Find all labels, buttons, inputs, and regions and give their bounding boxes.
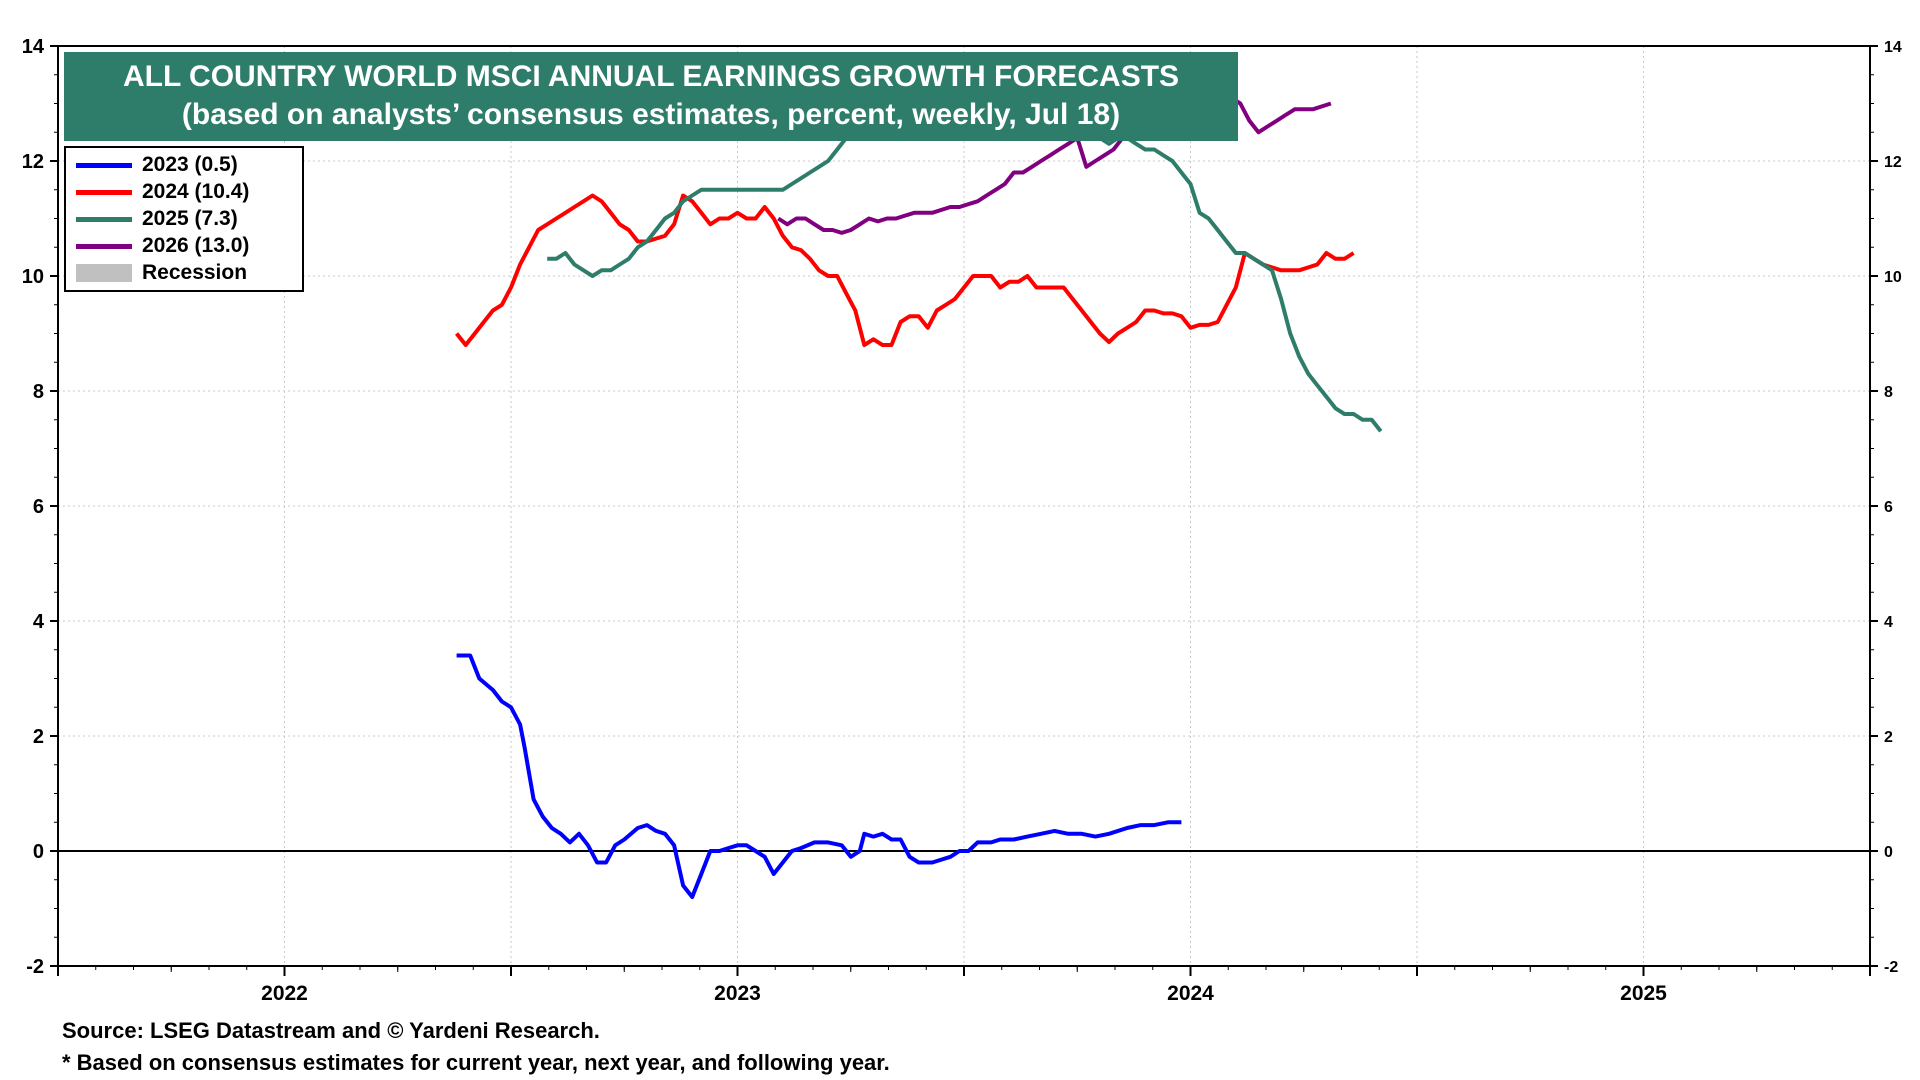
y-tick-label-right: 14 <box>1884 39 1902 56</box>
legend-swatch-2024 <box>76 189 132 195</box>
legend-item-2024: 2024 (10.4) <box>76 179 249 205</box>
y-tick-label-right: 8 <box>1884 384 1893 401</box>
y-tick-label-right: 2 <box>1884 729 1893 746</box>
legend-item-2025: 2025 (7.3) <box>76 206 238 232</box>
y-tick-label-right: 12 <box>1884 154 1902 171</box>
y-tick-label-left: 10 <box>22 266 44 288</box>
chart-title: ALL COUNTRY WORLD MSCI ANNUAL EARNINGS G… <box>122 60 1180 93</box>
grid-layer <box>58 46 1870 966</box>
legend-item-recession: Recession <box>76 260 247 286</box>
y-tick-label-left: 4 <box>33 611 45 633</box>
legend-label-2023: 2023 (0.5) <box>142 153 238 176</box>
legend-swatch-2026 <box>76 243 132 249</box>
y-tick-label-left: 8 <box>33 381 44 403</box>
chart-title-box: ALL COUNTRY WORLD MSCI ANNUAL EARNINGS G… <box>64 52 1238 141</box>
legend-label-2025: 2025 (7.3) <box>142 207 238 230</box>
legend-label-recession: Recession <box>142 261 248 284</box>
x-tick-label: 2025 <box>1620 982 1667 1005</box>
x-tick-label: 2024 <box>1167 982 1214 1005</box>
legend-label-2024: 2024 (10.4) <box>142 180 250 203</box>
y-tick-label-left: 6 <box>33 496 44 518</box>
y-tick-label-left: 14 <box>22 36 45 58</box>
plot-frame <box>57 45 1871 967</box>
legend-item-2026: 2026 (13.0) <box>76 233 249 259</box>
x-tick-label: 2022 <box>261 982 308 1005</box>
y-tick-label-right: 0 <box>1884 844 1893 861</box>
y-tick-label-right: 10 <box>1884 269 1902 286</box>
legend-swatch-2023 <box>76 162 132 168</box>
footnote: * Based on consensus estimates for curre… <box>62 1050 890 1075</box>
series-line-2026 <box>777 87 1332 235</box>
legend-item-2023: 2023 (0.5) <box>76 152 238 178</box>
y-tick-label-right: -2 <box>1884 959 1898 976</box>
legend-swatch-2025 <box>76 216 132 222</box>
y-tick-label-left: 12 <box>22 151 44 173</box>
series-line-2023 <box>456 653 1182 899</box>
series-layer <box>455 67 1383 899</box>
series-line-2024 <box>455 193 1355 347</box>
source-note: Source: LSEG Datastream and © Yardeni Re… <box>62 1018 600 1043</box>
legend-swatch-recession <box>76 264 132 282</box>
x-tick-label: 2023 <box>714 982 761 1005</box>
y-tick-label-left: 2 <box>33 726 44 748</box>
y-tick-label-left: 0 <box>33 841 44 863</box>
y-tick-label-right: 4 <box>1884 614 1893 631</box>
y-tick-label-left: -2 <box>26 956 44 978</box>
legend: 2023 (0.5) 2024 (10.4) 2025 (7.3) 2026 (… <box>64 146 304 292</box>
chart-subtitle: (based on analysts’ consensus estimates,… <box>181 98 1121 131</box>
y-tick-label-right: 6 <box>1884 499 1893 516</box>
legend-label-2026: 2026 (13.0) <box>142 234 250 257</box>
